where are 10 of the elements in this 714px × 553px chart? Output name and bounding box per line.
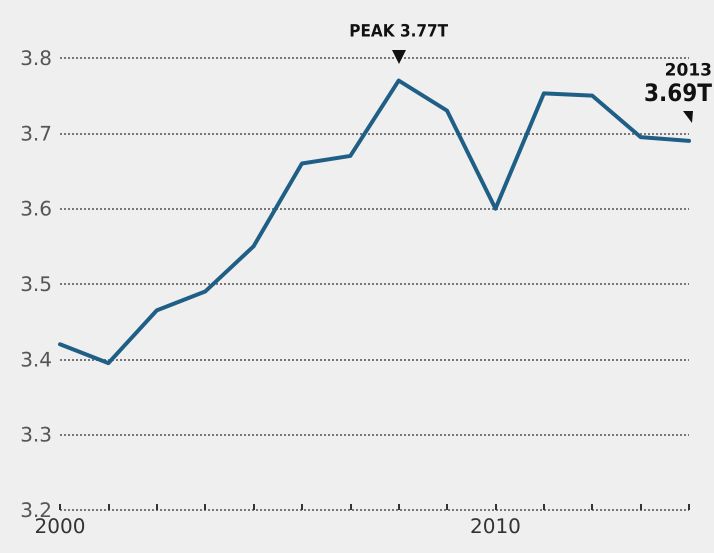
y-tick-label: 3.8 [20, 46, 52, 70]
y-tick-label: 3.4 [20, 347, 52, 372]
x-tick-label: 2010 [470, 514, 521, 538]
y-tick-label: 3.3 [20, 422, 52, 447]
y-tick-label: 3.6 [20, 196, 52, 221]
annotation: 2013 [664, 60, 712, 80]
annotation: 3.69T [644, 78, 712, 107]
y-tick-label: 3.7 [20, 121, 52, 146]
annotation: PEAK 3.77T [349, 22, 449, 42]
y-tick-label: 3.5 [20, 272, 52, 296]
